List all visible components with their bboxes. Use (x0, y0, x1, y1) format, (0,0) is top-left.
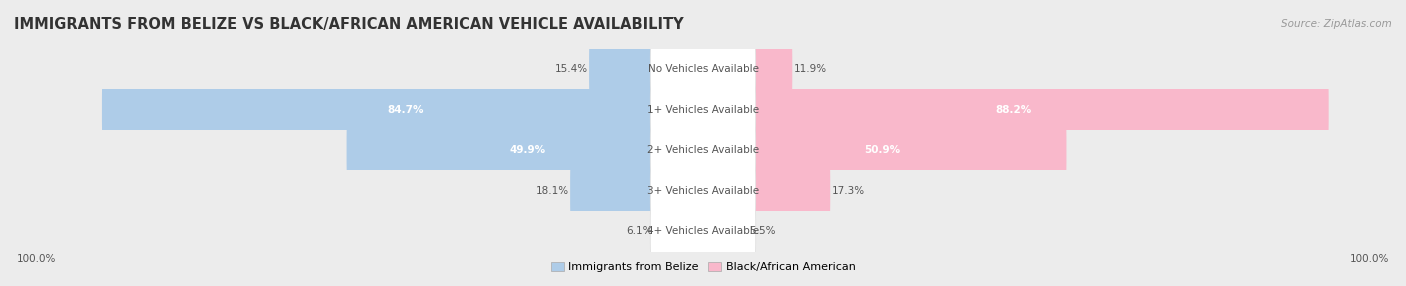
FancyBboxPatch shape (655, 187, 709, 276)
Text: 100.0%: 100.0% (17, 254, 56, 264)
Text: IMMIGRANTS FROM BELIZE VS BLACK/AFRICAN AMERICAN VEHICLE AVAILABILITY: IMMIGRANTS FROM BELIZE VS BLACK/AFRICAN … (14, 17, 683, 32)
Text: 6.1%: 6.1% (627, 227, 652, 236)
FancyBboxPatch shape (571, 146, 709, 235)
Text: 15.4%: 15.4% (554, 64, 588, 74)
Legend: Immigrants from Belize, Black/African American: Immigrants from Belize, Black/African Am… (546, 257, 860, 277)
Text: 4+ Vehicles Available: 4+ Vehicles Available (647, 227, 759, 236)
FancyBboxPatch shape (697, 146, 830, 235)
Text: 18.1%: 18.1% (536, 186, 568, 196)
FancyBboxPatch shape (697, 24, 793, 114)
Text: 50.9%: 50.9% (863, 145, 900, 155)
Text: 11.9%: 11.9% (793, 64, 827, 74)
FancyBboxPatch shape (697, 106, 1067, 195)
Text: 88.2%: 88.2% (995, 105, 1031, 114)
Text: 100.0%: 100.0% (1350, 254, 1389, 264)
FancyBboxPatch shape (101, 65, 709, 154)
FancyBboxPatch shape (650, 118, 756, 183)
Text: 5.5%: 5.5% (749, 227, 775, 236)
FancyBboxPatch shape (697, 187, 748, 276)
FancyBboxPatch shape (697, 65, 1329, 154)
Text: 2+ Vehicles Available: 2+ Vehicles Available (647, 145, 759, 155)
FancyBboxPatch shape (650, 36, 756, 102)
FancyBboxPatch shape (589, 24, 709, 114)
Text: 17.3%: 17.3% (832, 186, 865, 196)
Text: No Vehicles Available: No Vehicles Available (648, 64, 758, 74)
FancyBboxPatch shape (650, 199, 756, 264)
Text: 84.7%: 84.7% (387, 105, 423, 114)
Text: 1+ Vehicles Available: 1+ Vehicles Available (647, 105, 759, 114)
Text: 49.9%: 49.9% (509, 145, 546, 155)
FancyBboxPatch shape (650, 77, 756, 142)
FancyBboxPatch shape (347, 106, 709, 195)
Text: Source: ZipAtlas.com: Source: ZipAtlas.com (1281, 19, 1392, 29)
Text: 3+ Vehicles Available: 3+ Vehicles Available (647, 186, 759, 196)
FancyBboxPatch shape (650, 158, 756, 223)
